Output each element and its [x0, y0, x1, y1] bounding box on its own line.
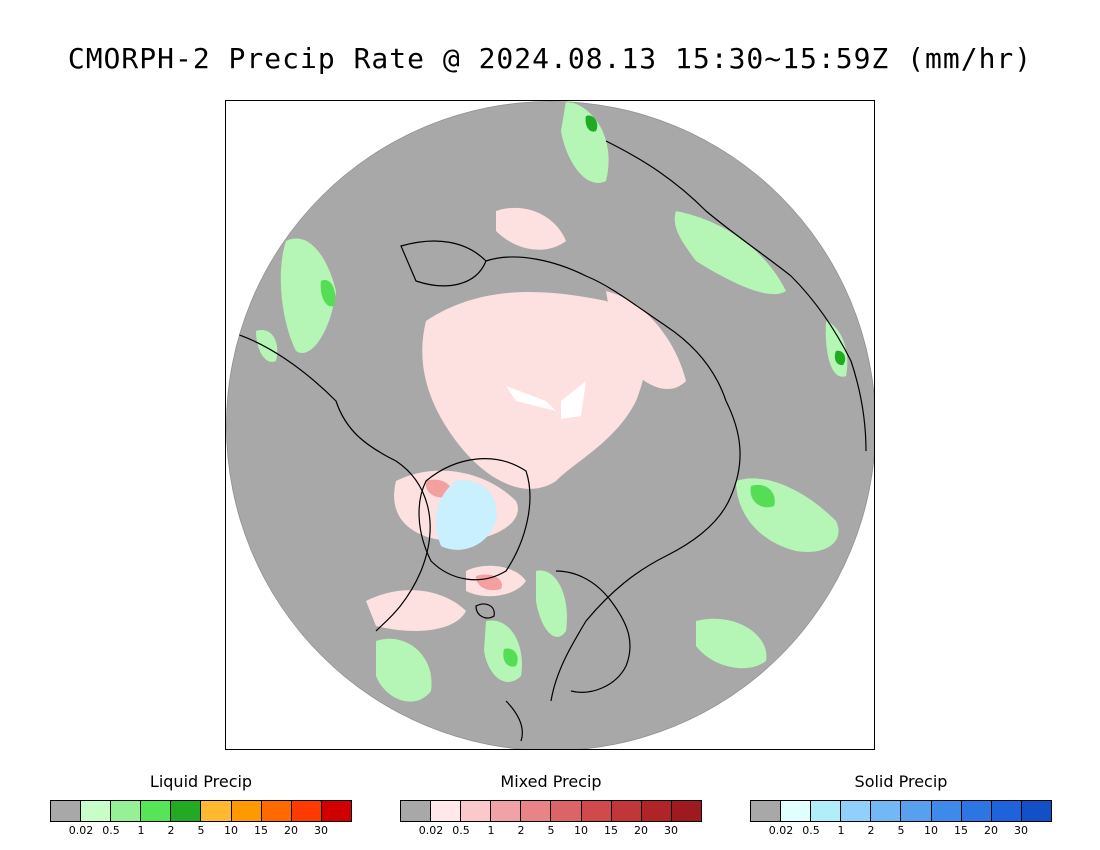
legend-tick-label: 0.5 [452, 824, 470, 837]
legend-tick-label: 20 [984, 824, 998, 837]
legend-tick-label: 1 [487, 824, 495, 837]
map-title: CMORPH-2 Precip Rate @ 2024.08.13 15:30~… [67, 42, 1033, 75]
no-data-area [561, 381, 586, 419]
legend-tick-label: 1 [137, 824, 145, 837]
liquid-precip-heavy [834, 350, 846, 366]
liquid-precip-moderate [503, 648, 518, 667]
liquid-precip-area [536, 570, 567, 637]
legend-swatch [491, 801, 522, 821]
legend-tick-label: 2 [867, 824, 875, 837]
legend-tick-label: 30 [314, 824, 328, 837]
legend-swatch [401, 801, 432, 821]
legend-ticks: 0.02 0.5 1 2 5 10 15 20 30 [750, 824, 1052, 838]
legend-swatches [400, 800, 702, 822]
legend-swatch [551, 801, 582, 821]
legend-ticks: 0.02 0.5 1 2 5 10 15 20 30 [400, 824, 702, 838]
legend-swatch [811, 801, 842, 821]
legend-title: Mixed Precip [500, 772, 602, 791]
legend-ticks: 0.02 0.5 1 2 5 10 15 20 30 [50, 824, 352, 838]
legend-tick-label: 10 [224, 824, 238, 837]
legend-swatch [611, 801, 642, 821]
mixed-precip-area [366, 590, 466, 631]
legend-tick-label: 15 [954, 824, 968, 837]
legend-tick-label: 0.5 [102, 824, 120, 837]
legend-tick-label: 1 [837, 824, 845, 837]
legend-swatch [641, 801, 672, 821]
legend-tick-label: 0.02 [418, 824, 444, 837]
liquid-precip-heavy [585, 115, 598, 132]
legend-tick-label: 10 [924, 824, 938, 837]
legend-swatch [461, 801, 492, 821]
legend-swatch [751, 801, 782, 821]
legend-liquid: Liquid Precip 0.02 0.5 1 2 5 10 15 20 30 [50, 772, 352, 838]
coastlines [226, 140, 867, 742]
legend-tick-label: 2 [167, 824, 175, 837]
legend-swatch [781, 801, 812, 821]
legend-swatch [321, 801, 351, 821]
legend-tick-label: 20 [284, 824, 298, 837]
legend-swatch [231, 801, 262, 821]
liquid-precip-area [696, 618, 767, 669]
legend-tick-label: 5 [547, 824, 555, 837]
legend-swatch [201, 801, 232, 821]
legend-tick-label: 30 [664, 824, 678, 837]
legend-tick-label: 5 [897, 824, 905, 837]
legend-tick-label: 2 [517, 824, 525, 837]
precip-layer [256, 101, 848, 702]
legend-swatch [991, 801, 1022, 821]
legend-tick-label: 30 [1014, 824, 1028, 837]
legend-swatches [750, 800, 1052, 822]
legend-swatch [871, 801, 902, 821]
legend-tick-label: 10 [574, 824, 588, 837]
legend-tick-label: 15 [604, 824, 618, 837]
legend-tick-label: 0.02 [768, 824, 794, 837]
liquid-precip-area [561, 101, 609, 183]
legend-swatch [431, 801, 462, 821]
legend-swatch [141, 801, 172, 821]
legend-mixed: Mixed Precip 0.02 0.5 1 2 5 10 15 20 30 [400, 772, 702, 838]
legend-solid: Solid Precip 0.02 0.5 1 2 5 10 15 20 30 [750, 772, 1052, 838]
mixed-precip-area [606, 291, 686, 390]
polar-map [226, 101, 874, 749]
liquid-precip-moderate [320, 280, 336, 307]
disk-edge [226, 101, 874, 749]
legend-swatches [50, 800, 352, 822]
legend-swatch [961, 801, 992, 821]
mixed-precip-area [422, 292, 646, 489]
legend-swatch [51, 801, 82, 821]
legend-tick-label: 5 [197, 824, 205, 837]
legend-swatch [1021, 801, 1051, 821]
legend-swatch [671, 801, 701, 821]
legend-swatch [111, 801, 142, 821]
legend-swatch [931, 801, 962, 821]
liquid-precip-area [256, 330, 278, 362]
legend-tick-label: 15 [254, 824, 268, 837]
legend-swatch [291, 801, 322, 821]
solid-precip-area [436, 480, 497, 550]
legend-title: Solid Precip [854, 772, 948, 791]
mixed-precip-moderate [476, 574, 502, 591]
no-data-area [506, 386, 556, 411]
liquid-precip-moderate [750, 484, 775, 508]
legend-swatch [81, 801, 112, 821]
legend-title: Liquid Precip [149, 772, 253, 791]
legend-swatch [521, 801, 552, 821]
liquid-precip-area [280, 238, 336, 353]
legend-tick-label: 0.5 [802, 824, 820, 837]
legend-swatch [261, 801, 292, 821]
legend-swatch [841, 801, 872, 821]
legend-swatch [171, 801, 202, 821]
map-frame [225, 100, 875, 750]
legend-swatch [581, 801, 612, 821]
legend-tick-label: 0.02 [68, 824, 94, 837]
legend-tick-label: 20 [634, 824, 648, 837]
liquid-precip-area [376, 638, 432, 702]
mixed-precip-area [496, 207, 566, 250]
liquid-precip-area [674, 211, 786, 295]
legend-swatch [901, 801, 932, 821]
